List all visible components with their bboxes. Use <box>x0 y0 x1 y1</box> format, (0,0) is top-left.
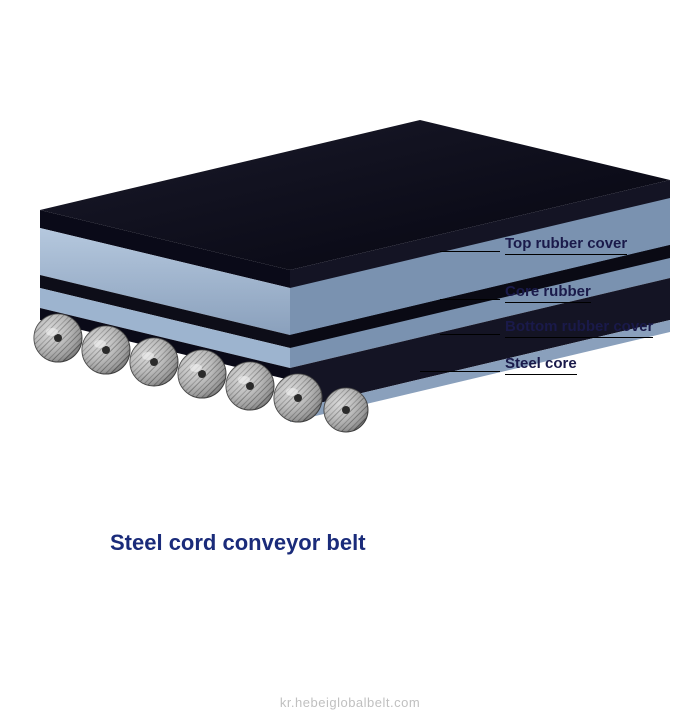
leader-line-4 <box>420 371 500 372</box>
label-bottom-cover: Bottom rubber cover <box>505 318 653 338</box>
label-steel-core: Steel core <box>505 355 577 375</box>
leader-line-1 <box>440 251 500 252</box>
label-core-rubber: Core rubber <box>505 283 591 303</box>
leader-line-2 <box>440 299 500 300</box>
leader-line-3 <box>440 334 500 335</box>
diagram-title: Steel cord conveyor belt <box>110 530 366 556</box>
watermark-text: kr.hebeiglobalbelt.com <box>280 695 420 710</box>
label-top-cover: Top rubber cover <box>505 235 627 255</box>
